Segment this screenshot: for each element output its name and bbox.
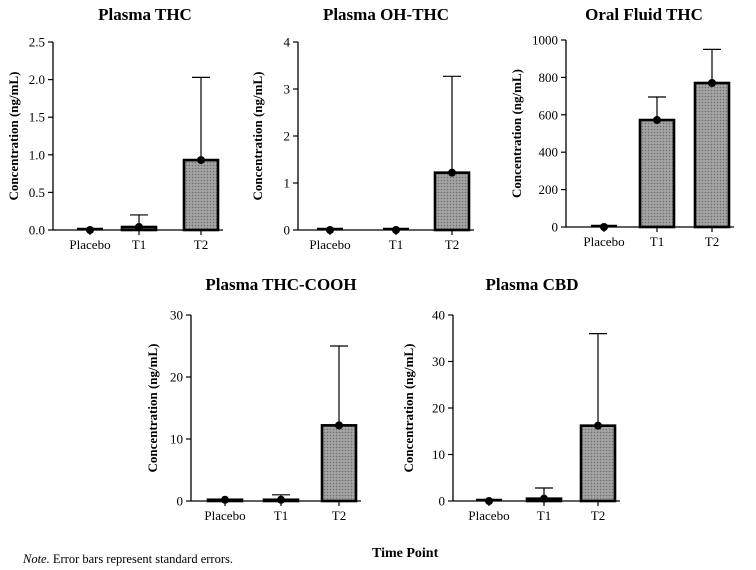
x-tick-label: Placebo [309,237,350,252]
data-point [653,116,661,125]
y-tick-label: 600 [539,107,559,122]
x-tick-label: Placebo [204,508,245,523]
y-tick-label: 1000 [532,33,558,48]
y-tick-label: 10 [432,447,445,462]
chart-title: Plasma CBD [485,275,578,294]
chart-panel-5: Plasma CBD Concentration (ng/mL) 0 10 20 30 40… [401,275,620,523]
y-tick-label: 2 [284,129,291,144]
x-axis-title: Time Point [372,546,439,561]
data-point [335,421,343,430]
bar-t2 [320,424,358,503]
bar-t2 [433,171,471,232]
x-tick-label: T1 [132,237,146,252]
y-tick-label: 200 [539,182,559,197]
y-tick-label: 10 [170,432,183,447]
y-axis-label: Concentration (ng/mL) [6,72,21,201]
y-tick-label: 20 [170,370,183,385]
x-tick-label: T2 [332,508,346,523]
x-tick-label: Placebo [69,237,110,252]
y-tick-label: 2.0 [29,72,45,87]
x-tick-label: Placebo [583,234,624,249]
data-point [197,156,205,165]
y-tick-label: 30 [432,354,445,369]
data-point [221,495,229,504]
y-tick-label: 0.5 [29,185,45,200]
note-label: Note. [23,552,50,566]
data-point [135,222,143,231]
y-tick-label: 4 [284,35,291,50]
y-tick-label: 3 [284,82,291,97]
x-tick-label: T1 [389,237,403,252]
chart-panel-2: Plasma OH-THC Concentration (ng/mL) 0 1 2 3 4 P… [250,5,474,252]
chart-title: Plasma OH-THC [323,5,449,24]
y-tick-label: 20 [432,401,445,416]
bar-t2 [579,424,617,503]
y-tick-label: 0 [284,223,291,238]
figure-note: Note. Error bars represent standard erro… [23,552,233,567]
chart-title: Oral Fluid THC [585,5,703,24]
x-tick-label: T2 [445,237,459,252]
data-point [540,494,548,503]
y-tick-label: 0 [552,220,559,235]
y-tick-label: 0 [439,494,446,509]
data-point [594,421,602,430]
y-axis-label: Concentration (ng/mL) [145,344,160,473]
x-tick-label: Placebo [468,508,509,523]
y-tick-label: 0.0 [29,223,45,238]
y-tick-label: 1.5 [29,110,45,125]
x-tick-label: T2 [705,234,719,249]
chart-title: Plasma THC-COOH [205,275,356,294]
y-tick-label: 1.0 [29,147,45,162]
note-text: Error bars represent standard errors. [52,552,233,566]
y-axis-label: Concentration (ng/mL) [509,69,524,198]
x-tick-label: T2 [591,508,605,523]
data-point [708,79,716,88]
chart-title: Plasma THC [98,5,192,24]
bar-t2 [693,81,731,229]
x-tick-label: T1 [650,234,664,249]
x-tick-label: T2 [194,237,208,252]
y-tick-label: 400 [539,145,559,160]
data-point [448,168,456,177]
data-point [277,495,285,504]
bar-t1 [638,118,676,229]
y-tick-label: 1 [284,176,291,191]
y-tick-label: 40 [432,308,445,323]
x-tick-label: T1 [274,508,288,523]
y-axis-label: Concentration (ng/mL) [401,344,416,473]
y-axis-label: Concentration (ng/mL) [250,72,265,201]
chart-panel-3: Oral Fluid THC Concentration (ng/mL) 0 200 4… [509,5,734,249]
bar-t2 [182,158,220,232]
chart-panel-4: Plasma THC-COOH Concentration (ng/mL) 0 10 2… [145,275,361,523]
y-tick-label: 2.5 [29,35,45,50]
chart-panel-1: Plasma THC Concentration (ng/mL) 0.0 0.5 1.0… [6,5,223,252]
y-tick-label: 800 [539,70,559,85]
y-tick-label: 0 [177,494,184,509]
y-tick-label: 30 [170,308,183,323]
x-tick-label: T1 [537,508,551,523]
